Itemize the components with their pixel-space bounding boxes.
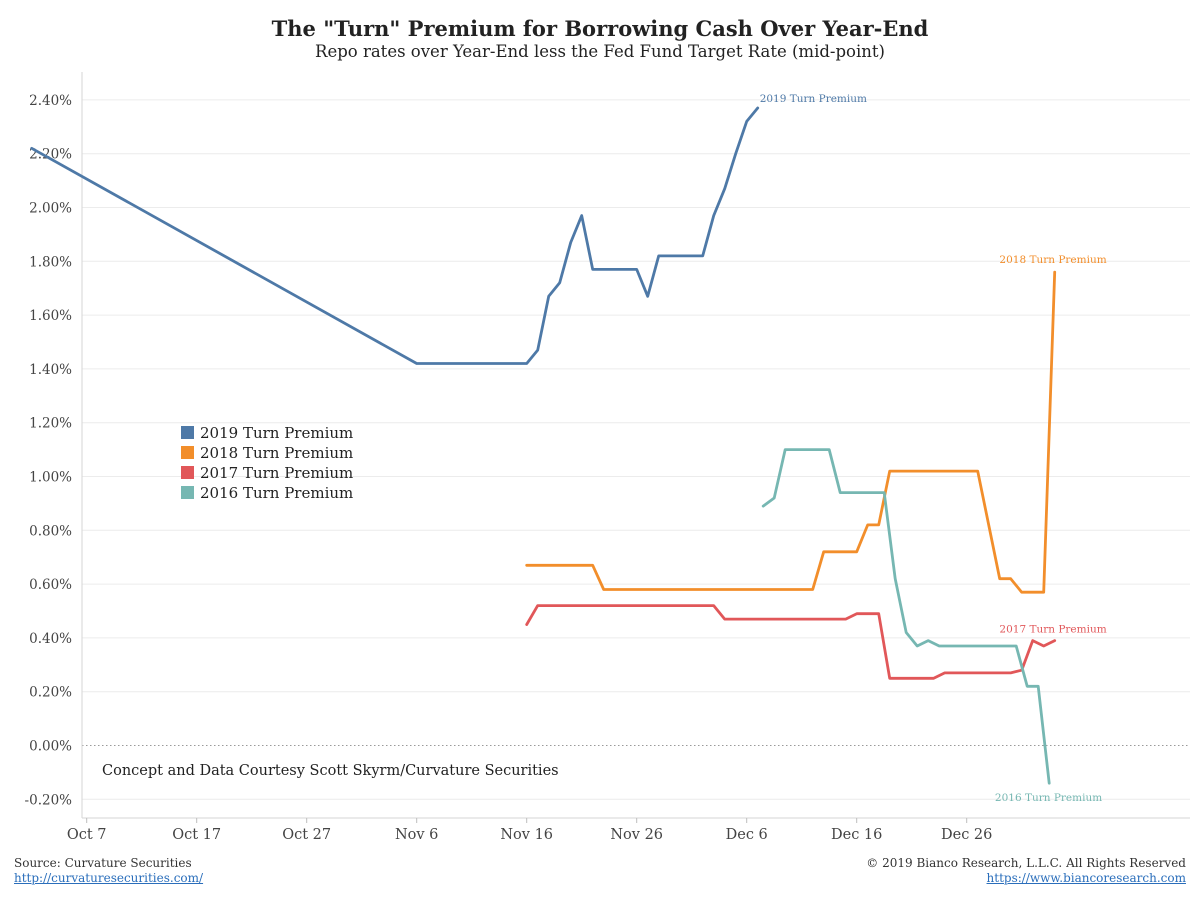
- y-tick-label: 0.60%: [29, 577, 72, 593]
- x-tick-label: Nov 6: [395, 827, 438, 843]
- series-end-label: 2018 Turn Premium: [999, 254, 1106, 266]
- series-line-2017-turn-premium: [525, 604, 1057, 680]
- x-tick-label: Nov 26: [610, 827, 663, 843]
- source-link-text[interactable]: http://curvaturesecurities.com/: [14, 871, 204, 885]
- legend-label: 2018 Turn Premium: [200, 444, 353, 462]
- copyright-link[interactable]: https://www.biancoresearch.com: [987, 871, 1186, 885]
- data-credit-annotation: Concept and Data Courtesy Scott Skyrm/Cu…: [102, 763, 559, 779]
- legend-swatch: [181, 466, 194, 479]
- y-tick-label: 0.80%: [29, 523, 72, 539]
- series-line-2016-turn-premium: [761, 448, 1051, 785]
- x-tick-label: Dec 26: [941, 827, 992, 843]
- copyright-label: © 2019 Bianco Research, L.L.C. All Right…: [866, 856, 1186, 870]
- legend-label: 2017 Turn Premium: [200, 464, 353, 482]
- chart-title: The "Turn" Premium for Borrowing Cash Ov…: [271, 16, 929, 41]
- legend-label: 2019 Turn Premium: [200, 424, 353, 442]
- legend-swatch: [181, 486, 194, 499]
- source-link[interactable]: http://curvaturesecurities.com/: [14, 871, 203, 885]
- source-label: Source: Curvature Securities: [14, 856, 192, 870]
- x-tick-label: Dec 6: [726, 827, 768, 843]
- grid: [82, 99, 1190, 800]
- y-tick-label: 1.80%: [29, 254, 72, 270]
- x-tick-label: Nov 16: [500, 827, 553, 843]
- y-tick-label: 0.40%: [29, 631, 72, 647]
- y-tick-label: 1.20%: [29, 416, 72, 432]
- x-tick-label: Oct 17: [172, 827, 221, 843]
- y-tick-label: 2.20%: [29, 147, 72, 163]
- series-end-label: 2019 Turn Premium: [760, 93, 867, 105]
- y-tick-label: 1.60%: [29, 308, 72, 324]
- y-tick-label: 0.00%: [29, 739, 72, 755]
- series-end-labels: 2019 Turn Premium 2018 Turn Premium 2017 T…: [760, 93, 1107, 804]
- series-line-2018-turn-premium: [525, 270, 1057, 594]
- y-tick-label: 2.00%: [29, 201, 72, 217]
- y-tick-label: 1.00%: [29, 470, 72, 486]
- y-tick-label: 2.40%: [29, 93, 72, 109]
- copyright-link-text[interactable]: https://www.biancoresearch.com: [986, 871, 1186, 885]
- y-tick-label: -0.20%: [25, 792, 73, 808]
- x-tick-label: Oct 27: [282, 827, 331, 843]
- series-line-2019-turn-premium: [30, 106, 760, 365]
- legend: 2019 Turn Premium 2018 Turn Premium 2017 T…: [181, 424, 353, 502]
- y-tick-label: 1.40%: [29, 362, 72, 378]
- x-tick-label: Oct 7: [67, 827, 107, 843]
- axes: 2.40% 2.20% 2.00% 1.80% 1.60% 1.40% 1.20% 1.00%…: [25, 72, 1190, 843]
- chart-subtitle: Repo rates over Year-End less the Fed Fu…: [315, 42, 885, 61]
- series-lines: [30, 106, 1057, 785]
- legend-swatch: [181, 446, 194, 459]
- series-end-label: 2017 Turn Premium: [999, 624, 1106, 636]
- legend-label: 2016 Turn Premium: [200, 484, 353, 502]
- series-end-label: 2016 Turn Premium: [995, 792, 1102, 804]
- y-tick-label: 0.20%: [29, 685, 72, 701]
- legend-swatch: [181, 426, 194, 439]
- x-tick-label: Dec 16: [831, 827, 882, 843]
